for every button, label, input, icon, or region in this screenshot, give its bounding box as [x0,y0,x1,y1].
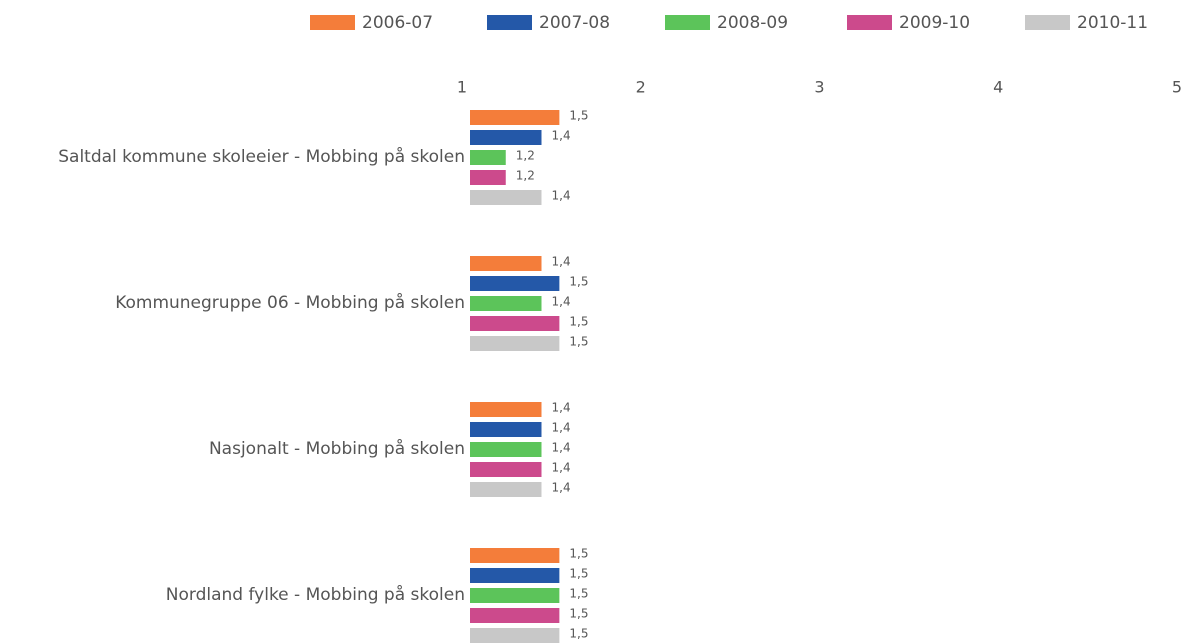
bar [470,110,560,125]
value-label: 1,5 [569,607,588,621]
bar [470,256,542,271]
value-label: 1,4 [552,461,571,475]
x-tick-label: 3 [814,78,824,97]
legend-swatch [1025,15,1070,30]
value-label: 1,4 [552,481,571,495]
value-label: 1,5 [569,567,588,581]
value-label: 1,2 [516,169,535,183]
legend-label: 2007-08 [539,13,610,33]
value-label: 1,5 [569,275,588,289]
value-label: 1,2 [516,149,535,163]
value-label: 1,4 [552,129,571,143]
bar [470,548,560,563]
bar [470,588,560,603]
legend-swatch [310,15,355,30]
bar [470,422,542,437]
value-label: 1,5 [569,109,588,123]
bar [470,568,560,583]
x-tick-label: 5 [1172,78,1182,97]
legend-label: 2010-11 [1077,13,1148,33]
category-label: Nordland fylke - Mobbing på skolen [165,585,465,605]
bar [470,190,542,205]
value-label: 1,4 [552,421,571,435]
value-label: 1,4 [552,441,571,455]
value-label: 1,4 [552,295,571,309]
bar [470,296,542,311]
value-label: 1,4 [552,401,571,415]
value-label: 1,4 [552,255,571,269]
bar [470,276,560,291]
value-label: 1,5 [569,335,588,349]
x-tick-label: 1 [457,78,467,97]
bar [470,628,560,643]
value-label: 1,5 [569,587,588,601]
bar [470,482,542,497]
category-label: Saltdal kommune skoleeier - Mobbing på s… [58,147,465,167]
x-tick-label: 2 [636,78,646,97]
bar [470,608,560,623]
bar [470,442,542,457]
category-label: Nasjonalt - Mobbing på skolen [208,439,465,459]
bar [470,316,560,331]
bar [470,336,560,351]
bar [470,130,542,145]
legend-label: 2006-07 [362,13,433,33]
value-label: 1,5 [569,315,588,329]
value-label: 1,5 [569,547,588,561]
bar [470,150,506,165]
value-label: 1,4 [552,189,571,203]
bar [470,462,542,477]
legend-swatch [665,15,710,30]
legend-swatch [487,15,532,30]
legend-label: 2009-10 [899,13,970,33]
category-label: Kommunegruppe 06 - Mobbing på skolen [115,293,465,313]
legend-label: 2008-09 [717,13,788,33]
x-tick-label: 4 [993,78,1003,97]
legend-swatch [847,15,892,30]
bar [470,402,542,417]
bar [470,170,506,185]
value-label: 1,5 [569,627,588,641]
